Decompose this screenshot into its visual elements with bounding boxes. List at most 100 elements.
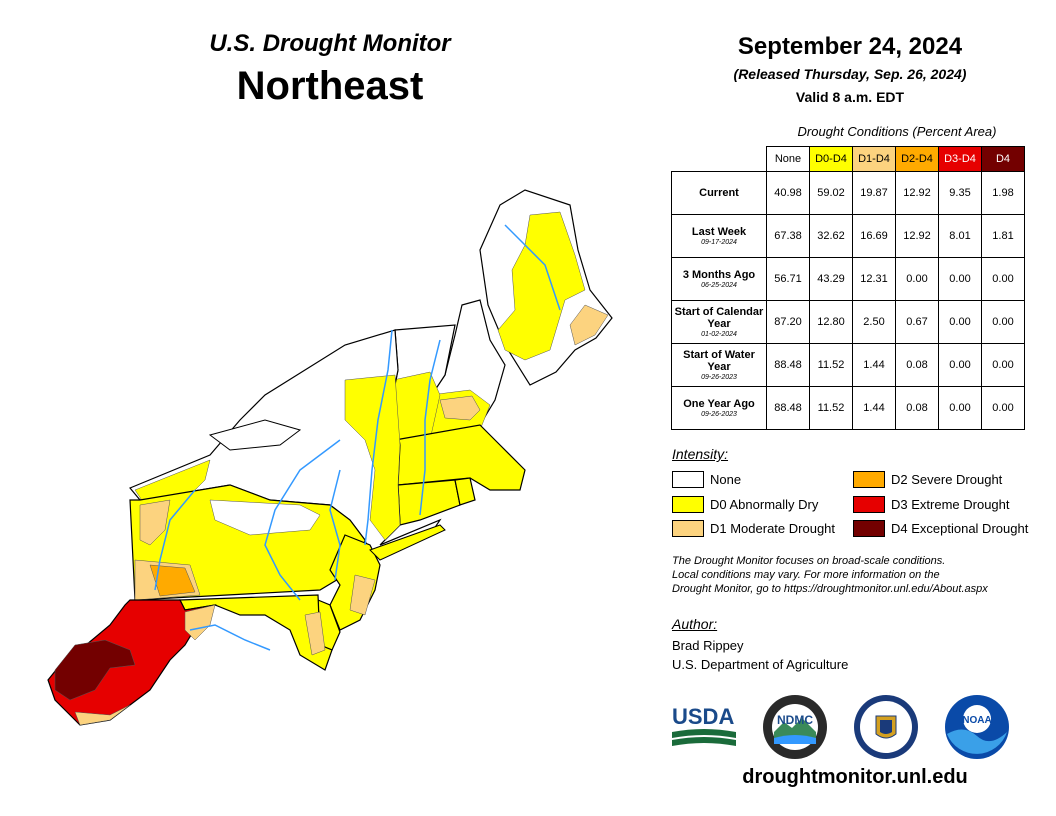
table-cell: 0.08 (895, 343, 939, 387)
table-cell: 11.52 (809, 386, 853, 430)
md-d1 (304, 611, 326, 656)
row-header: One Year Ago 09-26-2023 (671, 386, 767, 430)
river-allegheny (154, 489, 196, 591)
ndmc-logo: NDMC (763, 695, 827, 759)
legend-label: None (710, 472, 742, 487)
table-cell: 32.62 (809, 214, 853, 258)
column-header: None (766, 146, 810, 172)
legend-label: D3 Extreme Drought (891, 497, 1010, 512)
legend-item-d4: D4 Exceptional Drought (853, 520, 1028, 537)
legend-label: D4 Exceptional Drought (891, 521, 1029, 536)
table-row: Last Week 09-17-2024 67.38 32.62 16.69 12.92 8… (671, 214, 1025, 258)
row-label: Last Week (691, 225, 747, 238)
table-cell: 0.08 (895, 386, 939, 430)
river-maine (504, 224, 561, 311)
disclaimer-line: The Drought Monitor focuses on broad-sca… (672, 555, 946, 567)
maine-d1 (569, 304, 609, 346)
river-susquehanna (264, 439, 341, 601)
legend-item-none: None (672, 471, 741, 488)
noaa-logo: NOAA (945, 695, 1009, 759)
legend-swatch (672, 496, 704, 513)
wv-d1-south (74, 704, 131, 726)
table-cell: 56.71 (766, 257, 810, 301)
table-cell: 12.80 (809, 300, 853, 344)
table-cell: 1.44 (852, 343, 896, 387)
legend-label: D1 Moderate Drought (710, 521, 836, 536)
drought-conditions-table: None D0-D4 D1-D4 D2-D4 D3-D4 D4 Current 4… (671, 146, 1025, 430)
noaa-logo-text: NOAA (962, 715, 991, 726)
table-cell: 12.31 (852, 257, 896, 301)
pa-d1 (139, 499, 171, 546)
row-header: Current (671, 171, 767, 215)
long-island (369, 524, 446, 561)
column-header: D2-D4 (895, 146, 939, 172)
river-hudson (364, 329, 393, 546)
row-header: Start of Calendar Year 01-02-2024 (671, 300, 767, 344)
row-date: 09-26-2023 (701, 410, 737, 418)
legend-swatch (672, 471, 704, 488)
table-cell: 0.00 (895, 257, 939, 301)
usda-logo: USDA (672, 704, 736, 746)
table-row: Current 40.98 59.02 19.87 12.92 9.35 1.98 (671, 171, 1025, 215)
table-cell: 0.67 (895, 300, 939, 344)
table-cell: 1.44 (852, 386, 896, 430)
disclaimer-line: Drought Monitor, go to https://droughtmo… (672, 583, 988, 595)
table-cell: 16.69 (852, 214, 896, 258)
river-potomac (189, 624, 271, 651)
row-date: 01-02-2024 (701, 330, 737, 338)
row-date: 09-17-2024 (701, 238, 737, 246)
table-header-row: None D0-D4 D1-D4 D2-D4 D3-D4 D4 (672, 146, 1025, 172)
column-header: D4 (981, 146, 1025, 172)
website-url[interactable]: droughtmonitor.unl.edu (742, 766, 968, 788)
table-caption: Drought Conditions (Percent Area) (797, 124, 997, 139)
table-row: Start of Water Year 09-26-2023 88.48 11.52 1… (671, 343, 1025, 387)
author-title: Author: (672, 616, 718, 632)
legend-item-d2: D2 Severe Drought (853, 471, 1002, 488)
wv-d1 (184, 604, 216, 641)
row-label: Start of Water Year (683, 348, 755, 373)
table-cell: 43.29 (809, 257, 853, 301)
table-cell: 87.20 (766, 300, 810, 344)
table-cell: 8.01 (938, 214, 982, 258)
table-cell: 59.02 (809, 171, 853, 215)
table-cell: 0.00 (981, 257, 1025, 301)
table-cell: 0.00 (981, 300, 1025, 344)
table-cell: 0.00 (981, 343, 1025, 387)
map-title: U.S. Drought Monitor (209, 30, 451, 57)
table-cell: 0.00 (981, 386, 1025, 430)
valid-time: Valid 8 a.m. EDT (795, 89, 905, 105)
disclaimer-line: Local conditions may vary. For more info… (672, 569, 940, 581)
column-header: D0-D4 (809, 146, 853, 172)
disclaimer: The Drought Monitor focuses on broad-sca… (672, 554, 1047, 596)
pa-none (209, 499, 321, 536)
nj-d1 (349, 574, 376, 616)
author-name: Brad Rippey (672, 638, 744, 653)
row-header: 3 Months Ago 06-25-2024 (671, 257, 767, 301)
table-cell: 9.35 (938, 171, 982, 215)
table-cell: 88.48 (766, 343, 810, 387)
row-date: 06-25-2024 (701, 281, 737, 289)
header-blank (672, 147, 767, 172)
table-cell: 11.52 (809, 343, 853, 387)
row-header: Start of Water Year 09-26-2023 (671, 343, 767, 387)
table-row: Start of Calendar Year 01-02-2024 87.20 12.… (671, 300, 1025, 344)
table-cell: 88.48 (766, 386, 810, 430)
column-header: D3-D4 (938, 146, 982, 172)
row-label: 3 Months Ago (682, 268, 756, 281)
legend-item-d0: D0 Abnormally Dry (672, 496, 818, 513)
legend-swatch (853, 471, 885, 488)
ny-d0-east (344, 374, 401, 541)
table-cell: 12.92 (895, 171, 939, 215)
table-row: 3 Months Ago 06-25-2024 56.71 43.29 12.31 0.0… (671, 257, 1025, 301)
legend-item-d3: D3 Extreme Drought (853, 496, 1010, 513)
legend-swatch (672, 520, 704, 537)
pa-d2 (149, 564, 196, 597)
row-label: Start of Calendar Year (674, 305, 764, 330)
table-cell: 0.00 (938, 343, 982, 387)
ndmc-logo-text: NDMC (777, 713, 813, 727)
wv-d4 (54, 639, 136, 701)
table-row: One Year Ago 09-26-2023 88.48 11.52 1.44 0.08… (671, 386, 1025, 430)
row-date: 09-26-2023 (701, 373, 737, 381)
legend-item-d1: D1 Moderate Drought (672, 520, 835, 537)
legend-swatch (853, 520, 885, 537)
